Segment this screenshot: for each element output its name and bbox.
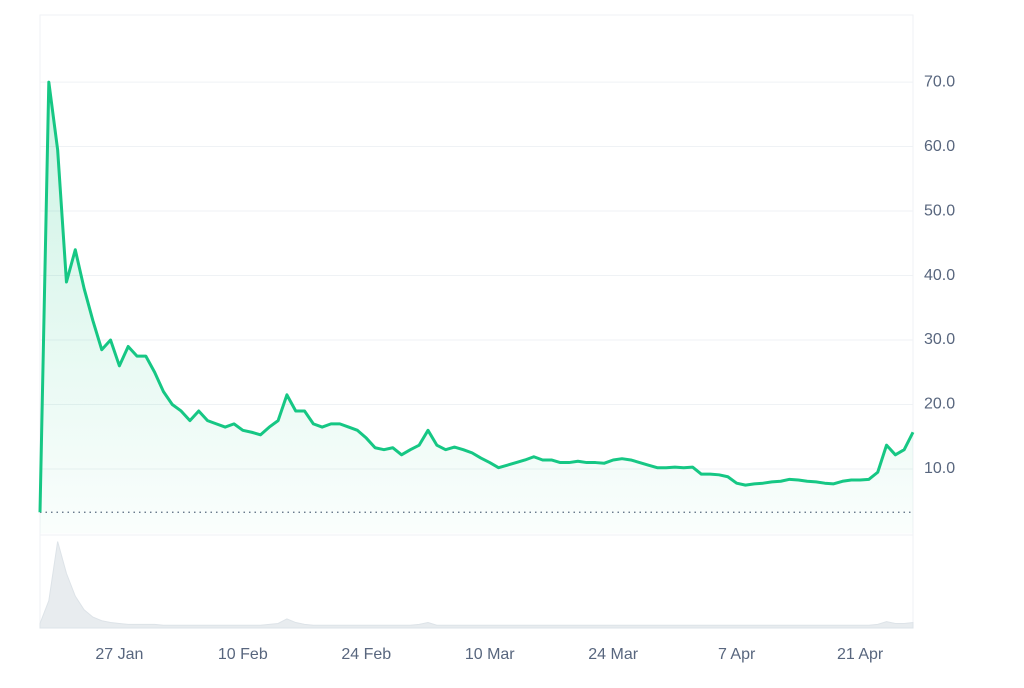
- y-tick-label: 50.0: [924, 202, 955, 219]
- y-tick-label: 40.0: [924, 267, 955, 284]
- x-tick-label: 10 Mar: [465, 646, 515, 663]
- x-tick-label: 24 Feb: [341, 646, 391, 663]
- x-tick-label: 24 Mar: [588, 646, 638, 663]
- y-tick-label: 30.0: [924, 331, 955, 348]
- price-area: [40, 82, 913, 534]
- plot-frame: [39, 14, 914, 629]
- volume-area: [39, 541, 914, 629]
- y-tick-label: 10.0: [924, 460, 955, 477]
- x-tick-label: 7 Apr: [718, 646, 756, 663]
- price-line: [38, 80, 915, 513]
- x-tick-label: 10 Feb: [218, 646, 268, 663]
- y-tick-label: 70.0: [924, 73, 955, 90]
- y-tick-label: 60.0: [924, 138, 955, 155]
- y-tick-label: 20.0: [924, 396, 955, 413]
- x-tick-label: 27 Jan: [95, 646, 143, 663]
- x-tick-label: 21 Apr: [837, 646, 884, 663]
